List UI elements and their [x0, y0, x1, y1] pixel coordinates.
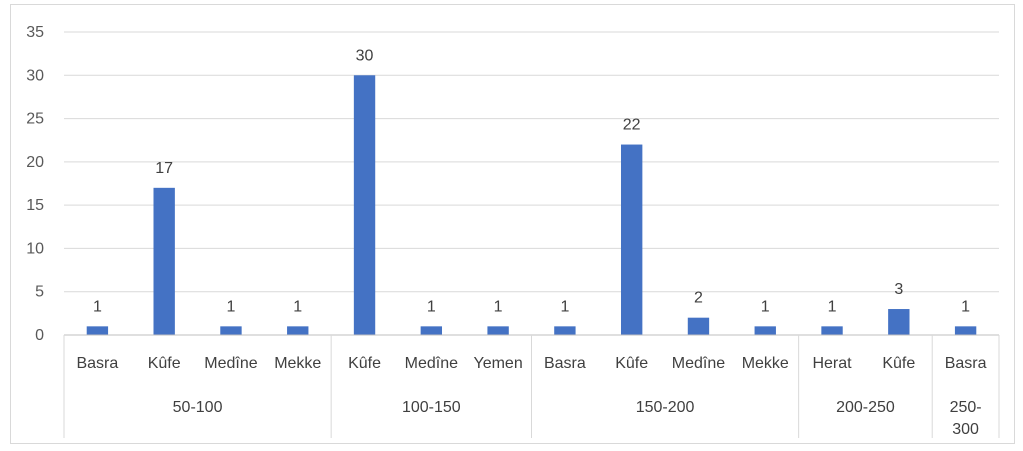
y-axis: 0 5 10 15 20 25 30 35 — [26, 24, 44, 344]
bar — [954, 326, 977, 335]
y-tick-label: 0 — [35, 327, 44, 344]
category-label: Kûfe — [348, 355, 381, 372]
y-tick-label: 15 — [26, 197, 44, 214]
bar — [687, 317, 710, 335]
data-label: 1 — [293, 298, 302, 315]
bar — [353, 75, 376, 336]
x-axis: Basra Kûfe Medîne Mekke 50-100 Kûfe Medîne Yeme… — [63, 334, 1000, 438]
category-label: Medîne — [672, 355, 725, 372]
bar — [420, 326, 443, 335]
bar — [620, 144, 643, 335]
bar — [554, 326, 576, 335]
data-label: 22 — [623, 117, 641, 134]
category-label: Mekke — [274, 355, 321, 372]
bar — [487, 326, 509, 335]
bar — [821, 326, 843, 335]
bar — [153, 187, 175, 335]
group-label: 200-250 — [836, 399, 895, 416]
group-label: 250- — [950, 399, 982, 416]
y-tick-label: 30 — [26, 67, 44, 84]
category-label: Mekke — [742, 355, 789, 372]
data-label: 1 — [93, 298, 102, 315]
data-label: 1 — [494, 298, 503, 315]
category-label: Kûfe — [615, 355, 648, 372]
category-label: Herat — [812, 355, 852, 372]
group-label: 300 — [952, 421, 979, 438]
category-label: Medîne — [204, 355, 257, 372]
y-tick-label: 5 — [35, 284, 44, 301]
data-label: 17 — [155, 160, 173, 177]
bar — [86, 326, 109, 335]
bars — [86, 75, 977, 336]
data-label: 1 — [227, 298, 236, 315]
y-tick-label: 25 — [26, 111, 44, 128]
chart-frame — [10, 4, 1015, 444]
category-label: Kûfe — [882, 355, 915, 372]
bar — [287, 326, 309, 335]
y-tick-label: 20 — [26, 154, 44, 171]
data-label: 1 — [560, 298, 569, 315]
data-label: 1 — [427, 298, 436, 315]
category-label: Basra — [945, 355, 987, 372]
data-label: 1 — [761, 298, 770, 315]
group-label: 50-100 — [173, 399, 223, 416]
gridlines — [64, 31, 999, 293]
data-label: 2 — [694, 290, 703, 307]
category-label: Basra — [76, 355, 118, 372]
group-label: 150-200 — [636, 399, 695, 416]
group-label: 100-150 — [402, 399, 461, 416]
data-label: 1 — [961, 298, 970, 315]
category-label: Yemen — [473, 355, 522, 372]
category-label: Medîne — [405, 355, 458, 372]
bar — [220, 326, 242, 335]
y-tick-label: 35 — [26, 24, 44, 41]
data-label: 30 — [356, 47, 374, 64]
bar — [888, 309, 910, 335]
category-label: Basra — [544, 355, 586, 372]
y-tick-label: 10 — [26, 240, 44, 257]
data-label: 3 — [894, 281, 903, 298]
bar — [754, 326, 776, 335]
data-label: 1 — [828, 298, 837, 315]
category-label: Kûfe — [148, 355, 181, 372]
